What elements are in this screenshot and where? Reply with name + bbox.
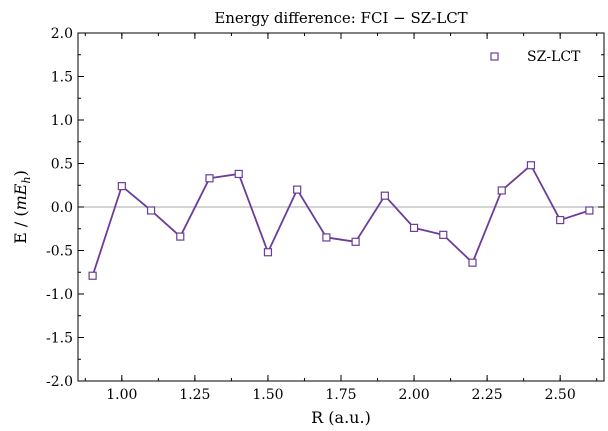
y-tick-label: 1.5 <box>51 70 73 86</box>
data-point <box>497 186 506 195</box>
data-point <box>293 185 302 194</box>
data-point <box>117 182 126 191</box>
y-tick-label: 1.0 <box>51 113 73 129</box>
y-axis-label-prefix: E / ( <box>11 210 30 243</box>
data-point <box>146 206 156 215</box>
y-ticks: -2.0 -1.5 -1.0 -0.5 0.0 0.5 1.0 1.5 2.0 <box>46 26 604 390</box>
y-tick-label: -1.5 <box>46 331 73 347</box>
data-point <box>88 271 97 280</box>
x-axis-label: R (a.u.) <box>311 408 371 427</box>
data-point <box>380 191 389 200</box>
series-line <box>91 164 590 277</box>
data-point <box>263 248 273 257</box>
chart-title: Energy difference: FCI − SZ-LCT <box>214 9 467 27</box>
data-point <box>409 223 419 232</box>
y-tick-label: -1.0 <box>46 287 73 303</box>
data-point <box>205 174 214 183</box>
y-axis-label-math: mE <box>11 183 30 210</box>
x-tick-label: 1.75 <box>325 387 356 403</box>
y-tick-label: 0.5 <box>51 157 73 173</box>
data-point <box>234 169 243 179</box>
x-tick-label: 1.25 <box>179 387 210 403</box>
data-point <box>322 233 331 242</box>
data-point <box>176 232 185 241</box>
x-tick-label: 2.00 <box>398 387 429 403</box>
data-point <box>439 230 448 239</box>
y-tick-label: 0.0 <box>51 200 73 216</box>
data-point <box>585 206 594 215</box>
data-point <box>351 237 360 246</box>
y-tick-label: -2.0 <box>46 374 73 390</box>
y-axis-label: E / (mEh) <box>11 170 33 244</box>
legend-label: SZ-LCT <box>527 49 581 65</box>
series-layer <box>88 161 594 280</box>
x-tick-label: 1.50 <box>252 387 283 403</box>
data-point <box>526 161 536 170</box>
y-axis-label-sub: h <box>20 176 33 183</box>
x-tick-label: 1.00 <box>106 387 137 403</box>
data-point <box>556 215 565 225</box>
y-tick-label: 2.0 <box>51 26 73 42</box>
x-tick-label: 2.50 <box>545 387 576 403</box>
data-point <box>468 258 477 267</box>
legend: SZ-LCT <box>490 49 581 65</box>
x-tick-label: 2.25 <box>472 387 503 403</box>
y-axis-label-suffix: ) <box>11 170 30 176</box>
y-tick-label: -0.5 <box>46 244 73 260</box>
x-ticks: 1.00 1.25 1.50 1.75 2.00 2.25 2.50 <box>84 33 598 403</box>
legend-marker <box>490 52 499 61</box>
